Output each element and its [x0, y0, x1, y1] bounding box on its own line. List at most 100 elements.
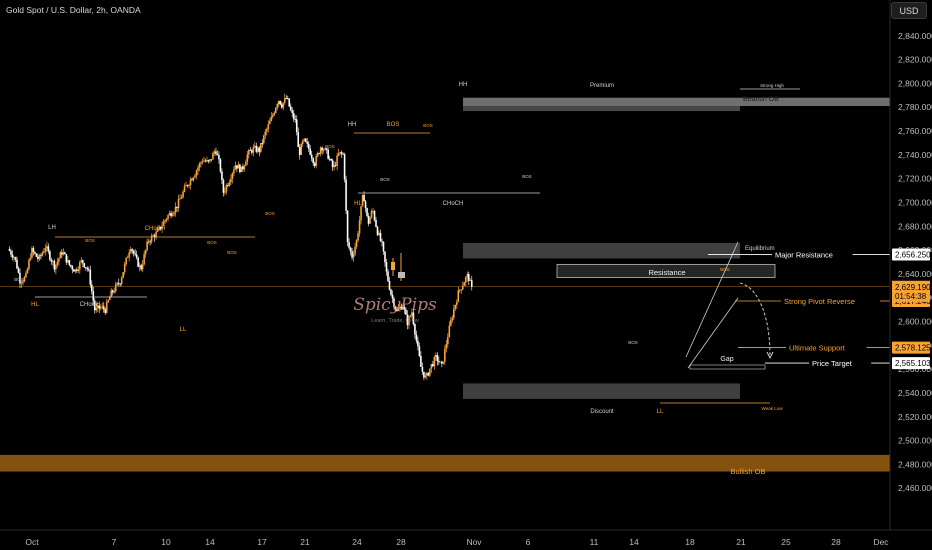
candle — [400, 303, 403, 310]
candle — [276, 102, 279, 111]
candle-body — [119, 283, 121, 285]
candle-body — [206, 160, 208, 162]
candle — [274, 107, 277, 114]
y-tick-label: 2,800.000 — [898, 78, 932, 88]
candle — [376, 225, 379, 237]
x-tick-label: 11 — [590, 537, 599, 547]
bos-small-label: BOS — [380, 177, 390, 182]
candle — [457, 286, 460, 303]
candle — [144, 249, 147, 258]
zone-equilibrium — [463, 242, 740, 259]
candle-body — [191, 179, 193, 181]
candle — [98, 305, 101, 314]
candle — [406, 310, 409, 330]
candle — [191, 177, 193, 181]
candle — [126, 255, 129, 259]
candle — [448, 321, 451, 338]
candle — [13, 255, 15, 262]
candle-body — [315, 156, 317, 166]
candle-body — [174, 206, 177, 213]
candle — [49, 249, 51, 262]
candle-body — [292, 113, 295, 120]
candle-body — [26, 268, 29, 274]
zone-label-equilibrium: Equilibrium — [745, 246, 775, 252]
candle — [391, 290, 394, 304]
candle-body — [79, 262, 81, 270]
x-tick-label: 21 — [736, 537, 746, 547]
zone-label-bearish-ob: Bearish OB — [743, 96, 779, 103]
candle-body — [14, 257, 17, 260]
candle — [167, 214, 169, 222]
candle-body — [179, 198, 181, 200]
candle-body — [385, 262, 388, 272]
zone-label-gap: Gap — [720, 356, 733, 363]
candle-body — [231, 173, 234, 179]
candle — [119, 282, 121, 287]
currency-button[interactable]: USD — [891, 2, 927, 19]
candle — [304, 138, 307, 143]
candle — [319, 146, 322, 157]
candle — [203, 156, 205, 162]
bos-small-label: BOS — [423, 123, 433, 128]
candle-body — [243, 165, 246, 170]
candle — [179, 194, 181, 200]
candle — [113, 287, 116, 294]
candle — [58, 257, 60, 266]
candle-body — [19, 272, 21, 284]
candle-body — [313, 162, 316, 166]
candle — [117, 278, 120, 287]
candle-body — [309, 148, 311, 155]
candle — [87, 266, 90, 272]
candle-body — [242, 166, 244, 170]
candle — [433, 355, 436, 370]
candle-body — [318, 153, 320, 154]
candle — [285, 95, 288, 99]
candle-body — [197, 167, 199, 171]
candle-body — [444, 348, 446, 362]
candle-body — [102, 306, 105, 310]
candle — [28, 258, 30, 271]
level-tag — [892, 248, 930, 261]
candle — [264, 128, 267, 140]
zone-label-resistance: Resistance — [648, 268, 685, 277]
candle — [204, 158, 207, 163]
candle-body — [319, 147, 322, 154]
candle — [131, 248, 133, 255]
candle-body — [390, 289, 392, 295]
candle — [44, 244, 47, 256]
candle — [295, 115, 298, 136]
candle — [29, 253, 32, 262]
candle — [14, 256, 17, 263]
candle — [198, 161, 201, 172]
y-tick-label: 2,540.000 — [898, 388, 932, 398]
candle-body — [198, 163, 201, 168]
candle-body — [195, 170, 198, 176]
candle — [282, 102, 285, 111]
candle — [128, 249, 130, 262]
candle — [294, 114, 297, 123]
projection-path — [739, 282, 771, 356]
candle — [10, 248, 12, 257]
candle-body — [20, 282, 23, 284]
candle — [207, 159, 210, 164]
candle — [95, 303, 98, 313]
candle-body — [271, 114, 274, 117]
candle-body — [210, 159, 213, 161]
candle-body — [354, 246, 356, 254]
candle-body — [418, 346, 421, 356]
candle — [219, 157, 222, 174]
candle — [233, 166, 235, 177]
candle-body — [132, 250, 135, 254]
candle-body — [270, 116, 273, 122]
candle — [174, 202, 177, 217]
candle — [140, 263, 142, 271]
x-tick-label: 18 — [685, 537, 695, 547]
candle — [292, 109, 295, 122]
hh-label-1: HH — [459, 82, 468, 88]
x-tick-label: 17 — [257, 537, 267, 547]
candle — [216, 150, 219, 156]
candle-body — [417, 340, 419, 347]
zone-bearish-ob — [463, 97, 890, 107]
